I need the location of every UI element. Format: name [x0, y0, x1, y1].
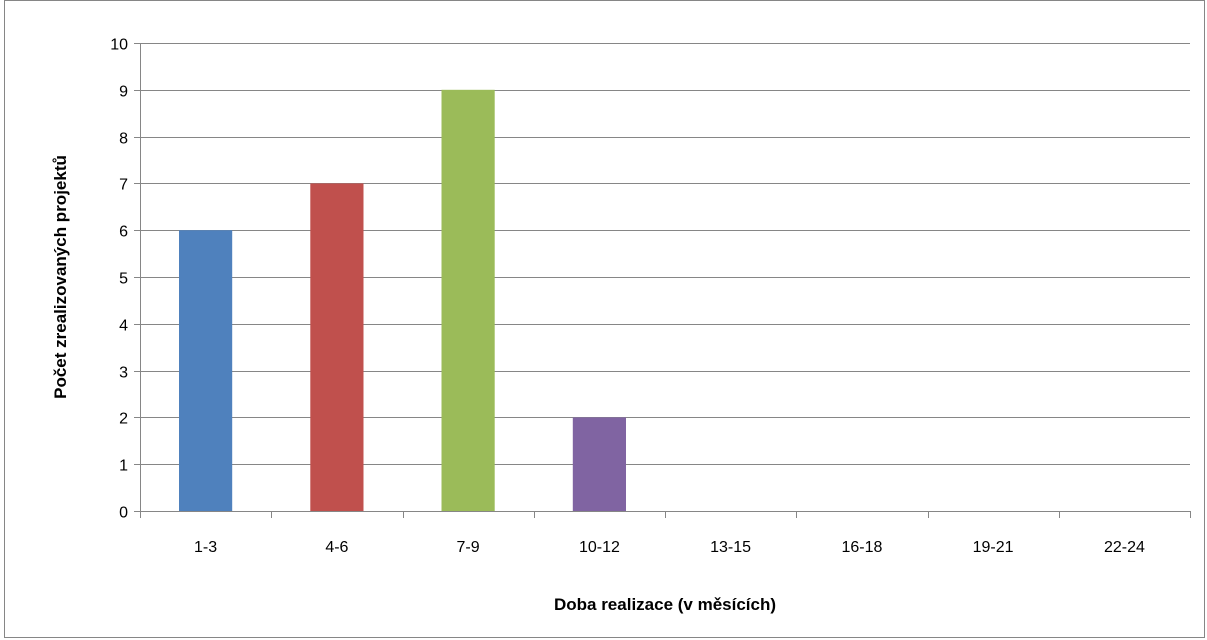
bar-4-6: [310, 183, 364, 511]
y-tick-label: 10: [110, 37, 128, 54]
gridlines: [140, 43, 1190, 465]
tick-labels: 0 1 2 3 4 5 6 7 8 9 10 1-3 4-6 7-9 10-12 13-15 16-18 19-2…: [110, 37, 1145, 557]
y-tick-label: 9: [119, 84, 128, 101]
x-tick-label: 1-3: [194, 539, 217, 556]
y-tick-label: 2: [119, 411, 128, 428]
y-axis-title: Počet zrealizovaných projektů: [51, 155, 70, 399]
x-tick-label: 22-24: [1104, 539, 1145, 556]
x-tick-label: 16-18: [841, 539, 882, 556]
x-tick-label: 19-21: [973, 539, 1014, 556]
y-tick-label: 8: [119, 131, 128, 148]
bars: [179, 89, 626, 512]
axes: [134, 43, 1191, 518]
y-tick-label: 4: [119, 318, 128, 335]
bar-7-9: [441, 89, 495, 512]
y-tick-label: 7: [119, 177, 128, 194]
x-axis-title: Doba realizace (v měsících): [554, 595, 776, 614]
x-tick-label: 13-15: [710, 539, 751, 556]
bar-10-12: [572, 417, 626, 511]
y-tick-label: 0: [119, 505, 128, 522]
bar-1-3: [179, 230, 233, 511]
y-tick-label: 1: [119, 458, 128, 475]
x-tick-label: 10-12: [579, 539, 620, 556]
y-tick-label: 3: [119, 365, 128, 382]
y-tick-label: 5: [119, 271, 128, 288]
y-tick-label: 6: [119, 224, 128, 241]
x-tick-label: 4-6: [325, 539, 348, 556]
x-tick-label: 7-9: [457, 539, 480, 556]
